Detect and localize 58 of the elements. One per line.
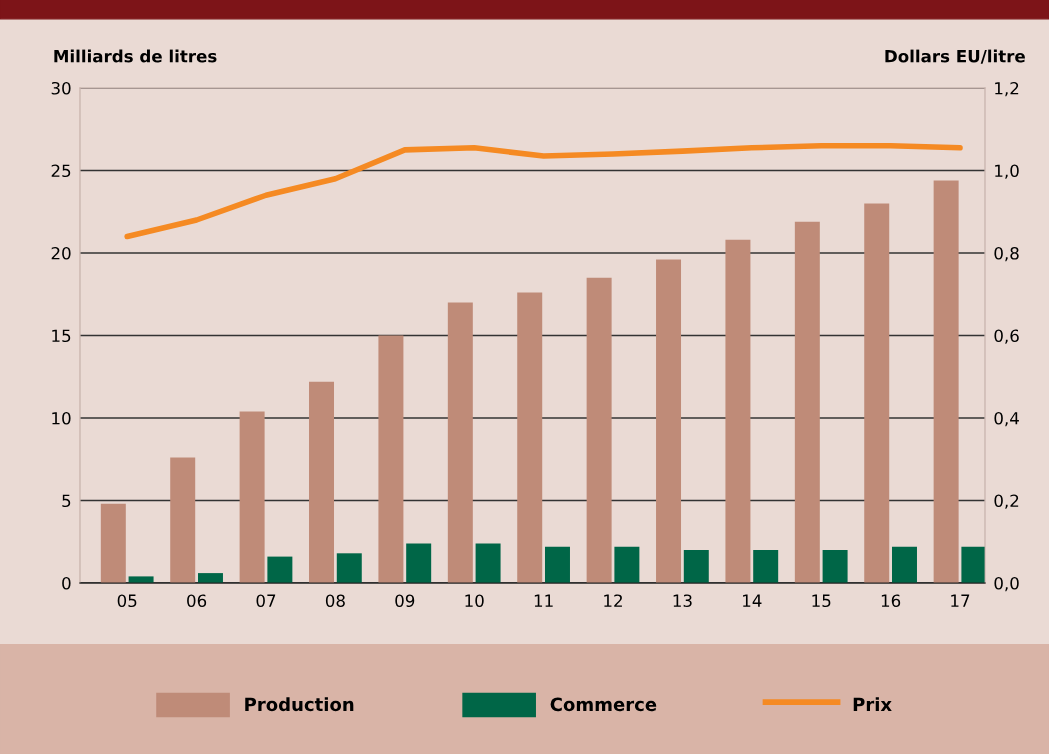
x-tick-label: 10 <box>465 594 484 608</box>
bar <box>100 503 126 583</box>
x-tick-label: 05 <box>117 594 137 608</box>
y-axis-title: Milliards de litres <box>54 49 217 63</box>
y2-axis-title: Dollars EU/litre <box>885 49 1025 64</box>
y-tick-label: 15 <box>52 329 71 343</box>
bar <box>864 203 890 583</box>
x-tick-label: 08 <box>325 594 345 608</box>
bar <box>683 550 709 583</box>
bar <box>933 180 959 583</box>
bar <box>197 573 223 583</box>
bar <box>517 292 543 583</box>
bar <box>170 457 196 583</box>
legend-label: Production <box>245 697 354 712</box>
y2-tick-label: 0,0 <box>994 576 1019 592</box>
bar <box>753 550 779 583</box>
x-tick-label: 07 <box>256 594 276 608</box>
bar <box>725 239 751 583</box>
y-tick-label: 20 <box>51 246 71 260</box>
bar <box>794 221 820 583</box>
y-tick-label: 30 <box>51 81 71 95</box>
bar <box>822 550 848 583</box>
bar <box>267 556 293 583</box>
bar <box>239 411 265 583</box>
x-tick-label: 13 <box>673 594 692 608</box>
y-tick-label: 10 <box>52 411 71 425</box>
bar <box>586 277 612 583</box>
x-tick-label: 12 <box>604 594 622 607</box>
bar <box>336 553 362 583</box>
y2-tick-label: 0,6 <box>994 329 1019 344</box>
bar <box>128 576 154 583</box>
y2-tick-label: 0,2 <box>994 494 1019 509</box>
bar <box>892 546 917 583</box>
bar <box>447 302 473 583</box>
x-tick-label: 06 <box>187 594 207 608</box>
bar <box>544 546 570 583</box>
legend-label: Commerce <box>550 697 657 712</box>
y2-tick-label: 0,8 <box>994 246 1019 262</box>
x-tick-label: 17 <box>951 594 970 607</box>
x-tick-label: 15 <box>812 594 831 608</box>
y2-tick-label: 1,0 <box>995 164 1019 179</box>
y-tick-label: 25 <box>51 164 71 178</box>
bar <box>309 381 335 583</box>
bar <box>961 546 985 583</box>
x-tick-label: 11 <box>534 594 553 607</box>
legend-label: Prix <box>853 697 892 711</box>
bar <box>614 546 640 583</box>
bar <box>656 259 682 583</box>
bar <box>475 543 501 583</box>
y2-tick-label: 1,2 <box>995 81 1019 97</box>
x-tick-label: 14 <box>743 594 762 607</box>
x-tick-label: 16 <box>881 594 901 608</box>
bar <box>378 335 404 583</box>
bar <box>406 543 432 583</box>
x-tick-label: 09 <box>395 594 415 608</box>
y-tick-label: 0 <box>62 576 71 590</box>
y2-tick-label: 0,4 <box>994 411 1019 427</box>
y-tick-label: 5 <box>62 494 71 508</box>
